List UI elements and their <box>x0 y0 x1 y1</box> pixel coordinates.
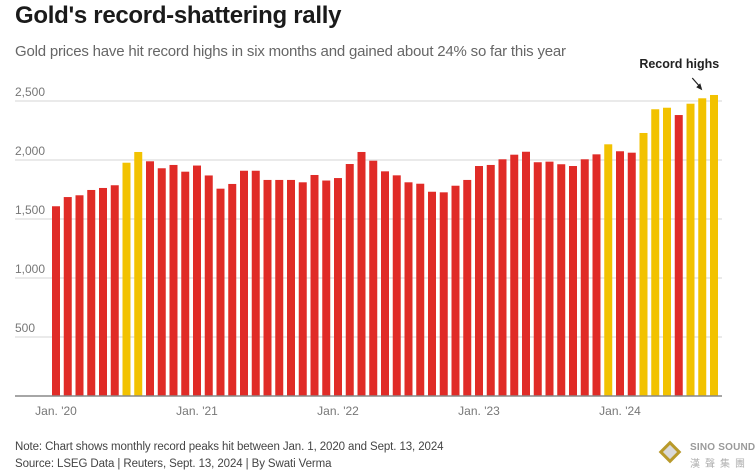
bar <box>569 166 577 396</box>
annotation-label: Record highs <box>639 57 719 71</box>
bar <box>216 188 225 396</box>
bar <box>592 154 601 396</box>
y-tick-label: 1,000 <box>15 262 45 276</box>
arrow-head-icon <box>696 83 703 91</box>
bar <box>498 159 507 396</box>
bar-record-high <box>122 162 131 396</box>
bar <box>275 179 284 396</box>
bar <box>533 162 542 396</box>
bar <box>345 164 354 396</box>
annotations: Record highs <box>639 57 719 91</box>
bar <box>451 185 460 396</box>
y-tick-label: 1,500 <box>15 203 45 217</box>
x-tick-label: Jan. '20 <box>35 404 77 418</box>
watermark-name: SINO SOUND <box>690 442 756 453</box>
bar <box>75 195 84 396</box>
bar <box>428 191 436 396</box>
bar <box>369 160 378 396</box>
chart-title: Gold's record-shattering rally <box>15 2 342 29</box>
bar <box>52 206 60 396</box>
bar <box>310 174 319 396</box>
bar <box>263 179 272 396</box>
bar-record-high <box>134 151 143 396</box>
bar <box>240 170 248 396</box>
chart-note: Note: Chart shows monthly record peaks h… <box>15 441 444 453</box>
watermark-logo: SINO SOUND 漢聲集團 <box>658 440 756 470</box>
bar-record-high <box>710 94 718 397</box>
bar <box>87 189 96 396</box>
bar <box>557 164 566 396</box>
bar <box>616 151 624 396</box>
chart-subtitle: Gold prices have hit record highs in six… <box>15 43 566 60</box>
diamond-logo-icon <box>658 440 682 464</box>
bar <box>204 175 213 396</box>
bar <box>475 166 483 396</box>
bar-record-high <box>639 132 648 396</box>
bar <box>287 179 295 396</box>
bar <box>181 171 190 396</box>
y-tick-label: 2,500 <box>15 85 45 99</box>
x-tick-label: Jan. '24 <box>599 404 641 418</box>
bar <box>169 164 178 396</box>
bar <box>463 179 472 396</box>
bar <box>627 152 636 396</box>
bar <box>157 168 166 396</box>
watermark-chinese: 漢聲集團 <box>690 459 750 470</box>
bar <box>146 161 154 396</box>
y-axis-ticks: 500 1,000 1,500 2,000 2,500 <box>15 85 45 335</box>
x-tick-label: Jan. '23 <box>458 404 500 418</box>
bar <box>416 183 425 396</box>
x-tick-label: Jan. '22 <box>317 404 359 418</box>
bars <box>52 94 718 397</box>
bar <box>545 161 554 396</box>
bar <box>674 115 683 397</box>
gridlines <box>15 100 722 338</box>
bar-record-high <box>686 103 695 397</box>
bar-record-high <box>604 144 613 396</box>
bar <box>63 197 72 396</box>
bar-record-high <box>698 98 707 396</box>
bar <box>486 164 495 396</box>
bar <box>322 180 331 396</box>
bar <box>522 151 530 396</box>
bar <box>193 165 201 396</box>
bar <box>334 178 342 396</box>
y-tick-label: 2,000 <box>15 144 45 158</box>
bar-record-high <box>663 107 671 396</box>
bar <box>357 151 366 396</box>
bar <box>298 182 307 396</box>
bar <box>228 183 237 396</box>
bar <box>110 185 119 396</box>
bar <box>392 175 401 396</box>
bar <box>99 187 107 396</box>
chart-source: Source: LSEG Data | Reuters, Sept. 13, 2… <box>15 458 332 470</box>
x-axis-ticks: Jan. '20 Jan. '21 Jan. '22 Jan. '23 Jan. '24 <box>35 404 641 418</box>
bar <box>404 182 413 396</box>
bar <box>580 159 589 396</box>
y-tick-label: 500 <box>15 321 35 335</box>
bar <box>251 170 260 396</box>
bar <box>510 154 519 396</box>
bar-record-high <box>651 109 660 396</box>
bar <box>439 192 448 396</box>
bar <box>381 171 389 396</box>
x-tick-label: Jan. '21 <box>176 404 218 418</box>
